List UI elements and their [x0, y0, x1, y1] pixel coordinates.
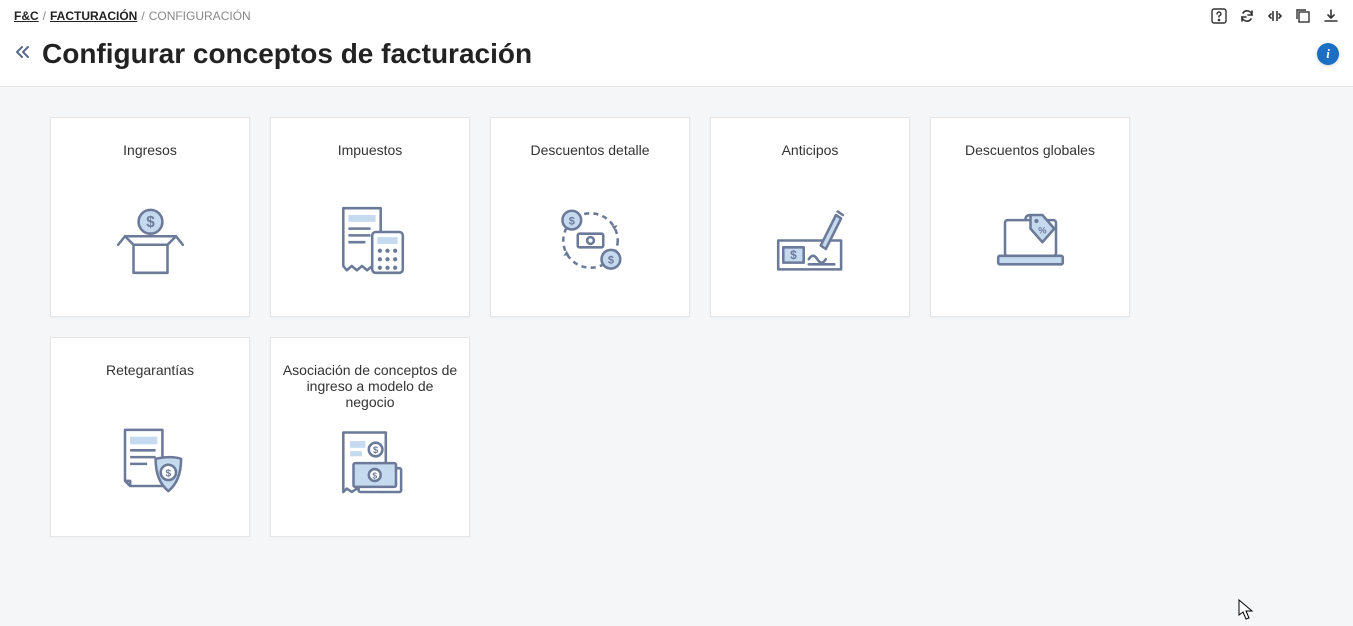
download-icon[interactable]: [1323, 8, 1339, 24]
card-title: Descuentos detalle: [530, 142, 649, 178]
breadcrumb-current: CONFIGURACIÓN: [149, 9, 251, 23]
card-title: Asociación de conceptos de ingreso a mod…: [281, 362, 459, 410]
card-retegarantias[interactable]: Retegarantías $: [50, 337, 250, 537]
page-bills-icon: $ $: [328, 420, 413, 512]
card-asociacion[interactable]: Asociación de conceptos de ingreso a mod…: [270, 337, 470, 537]
help-icon[interactable]: [1211, 8, 1227, 24]
card-title: Ingresos: [123, 142, 177, 178]
cycle-money-icon: $ $: [548, 188, 633, 292]
svg-text:$: $: [372, 444, 378, 454]
refresh-icon[interactable]: [1239, 8, 1255, 24]
breadcrumb-separator: /: [141, 9, 144, 23]
breadcrumb: F&C / FACTURACIÓN / CONFIGURACIÓN: [14, 9, 251, 23]
breadcrumb-separator: /: [43, 9, 46, 23]
card-title: Retegarantías: [106, 362, 194, 398]
svg-text:$: $: [790, 248, 797, 262]
svg-text:$: $: [568, 215, 574, 227]
split-icon[interactable]: [1267, 8, 1283, 24]
laptop-tag-icon: %: [988, 188, 1073, 292]
breadcrumb-section[interactable]: FACTURACIÓN: [50, 9, 137, 23]
breadcrumb-root[interactable]: F&C: [14, 9, 39, 23]
card-descuentos-detalle[interactable]: Descuentos detalle $ $: [490, 117, 690, 317]
page-title: Configurar conceptos de facturación: [42, 38, 532, 70]
collapse-icon[interactable]: [14, 43, 32, 66]
receipt-calc-icon: [328, 188, 413, 292]
box-dollar-icon: $: [108, 188, 193, 292]
svg-text:$: $: [165, 468, 171, 479]
maximize-icon[interactable]: [1295, 8, 1311, 24]
info-button[interactable]: i: [1317, 43, 1339, 65]
svg-text:$: $: [372, 470, 377, 480]
card-descuentos-globales[interactable]: Descuentos globales %: [930, 117, 1130, 317]
check-pen-icon: $: [768, 188, 853, 292]
card-title: Anticipos: [782, 142, 839, 178]
card-anticipos[interactable]: Anticipos $: [710, 117, 910, 317]
svg-text:%: %: [1038, 225, 1047, 235]
card-grid: Ingresos $ Impuestos: [0, 87, 1353, 567]
card-impuestos[interactable]: Impuestos: [270, 117, 470, 317]
svg-text:$: $: [607, 254, 613, 266]
svg-text:$: $: [146, 213, 155, 230]
mouse-cursor: [1238, 599, 1256, 621]
card-title: Impuestos: [338, 142, 403, 178]
doc-shield-icon: $: [108, 408, 193, 512]
card-ingresos[interactable]: Ingresos $: [50, 117, 250, 317]
toolbar: [1211, 8, 1339, 24]
card-title: Descuentos globales: [965, 142, 1095, 178]
